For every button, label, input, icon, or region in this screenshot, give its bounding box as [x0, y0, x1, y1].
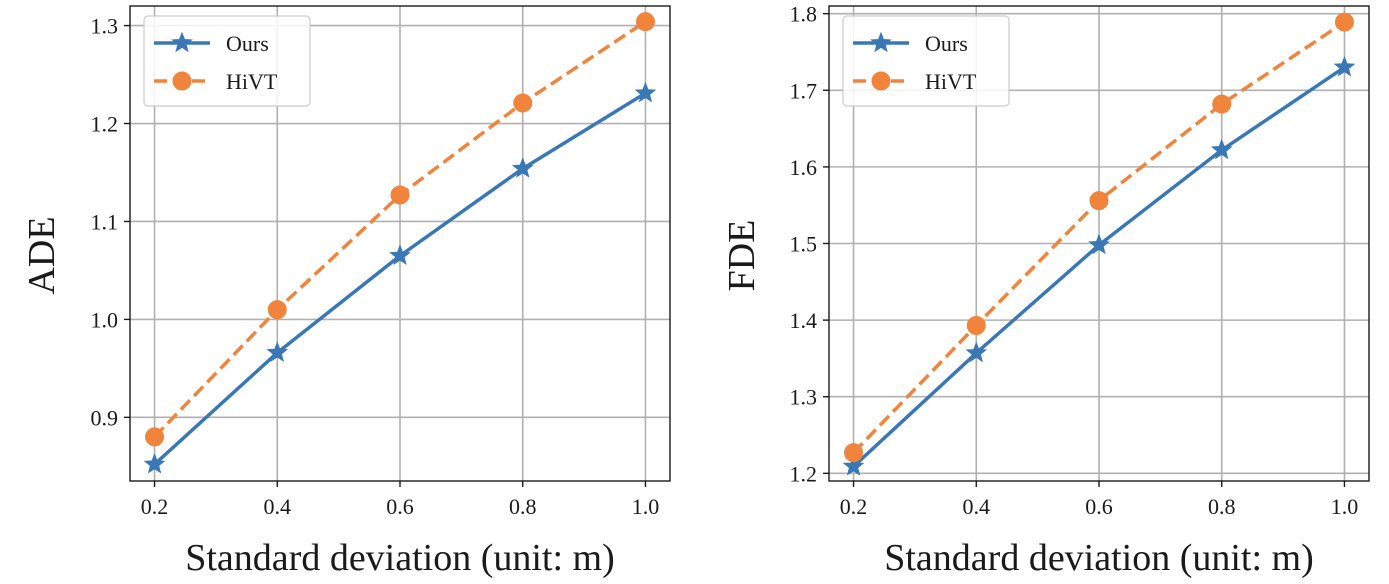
y-tick-label: 1.4: [790, 308, 818, 333]
y-tick-label: 0.9: [91, 405, 119, 430]
data-point-ours: [634, 81, 657, 103]
y-tick-label: 1.2: [790, 461, 818, 486]
x-tick-label: 0.8: [509, 494, 537, 519]
x-tick-label: 0.8: [1208, 494, 1236, 519]
y-tick-label: 1.5: [790, 232, 818, 257]
data-point-ours: [389, 244, 411, 265]
y-tick-label: 1.3: [790, 385, 818, 410]
data-point-ours: [965, 341, 988, 363]
y-tick-label: 1.3: [91, 14, 119, 39]
legend-label-hivt: HiVT: [925, 69, 977, 94]
y-tick-label: 1.7: [790, 78, 818, 103]
y-tick-label: 1.6: [790, 155, 818, 180]
data-point-hivt: [513, 93, 533, 113]
y-axis-title: ADE: [21, 216, 63, 294]
legend-label-ours: Ours: [226, 31, 269, 56]
y-tick-label: 1.0: [91, 307, 119, 332]
legend-marker-hivt: [172, 71, 192, 91]
data-point-hivt: [635, 12, 655, 32]
y-tick-label: 1.1: [91, 209, 119, 234]
data-point-hivt: [145, 427, 165, 447]
legend: Ours HiVT: [842, 15, 1010, 107]
data-point-hivt: [267, 300, 287, 320]
data-point-ours: [842, 455, 865, 476]
data-point-hivt: [1212, 94, 1232, 114]
legend-marker-ours: [171, 31, 193, 53]
data-point-ours: [1088, 233, 1110, 255]
legend-marker-hivt: [871, 71, 891, 91]
x-tick-label: 0.6: [386, 494, 414, 519]
legend-label-ours: Ours: [925, 31, 968, 56]
x-tick-label: 0.4: [264, 494, 292, 519]
data-point-hivt: [1334, 12, 1354, 32]
x-tick-label: 0.4: [963, 494, 991, 519]
data-point-ours: [143, 452, 166, 474]
x-tick-label: 0.6: [1085, 494, 1113, 519]
chart-panel-fde: 0.2 0.4 0.6 0.8 1.0 1.2 1.3 1.4 1.5 1.6 1.7 1.8 Stan…: [721, 2, 1370, 579]
data-point-hivt: [1089, 191, 1109, 211]
legend-label-hivt: HiVT: [226, 69, 278, 94]
x-tick-label: 1.0: [632, 494, 660, 519]
legend: Ours HiVT: [143, 15, 311, 107]
data-point-hivt: [966, 315, 986, 335]
y-tick-label: 1.2: [91, 112, 119, 137]
data-point-ours: [1210, 138, 1233, 160]
data-point-ours: [266, 341, 289, 362]
data-point-ours: [1333, 55, 1356, 77]
chart-panel-ade: 0.2 0.4 0.6 0.8 1.0 0.9 1.0 1.1 1.2 1.3 Standard d…: [21, 5, 671, 579]
y-tick-label: 1.8: [790, 2, 818, 27]
data-point-hivt: [390, 185, 410, 205]
x-axis-title: Standard deviation (unit: m): [884, 537, 1314, 579]
y-axis-title: FDE: [721, 220, 763, 292]
data-point-ours: [511, 157, 534, 178]
legend-marker-ours: [870, 31, 892, 53]
x-axis-title: Standard deviation (unit: m): [185, 537, 615, 579]
x-tick-label: 1.0: [1331, 494, 1359, 519]
data-point-hivt: [844, 443, 864, 463]
x-tick-label: 0.2: [840, 494, 868, 519]
x-tick-label: 0.2: [141, 494, 169, 519]
